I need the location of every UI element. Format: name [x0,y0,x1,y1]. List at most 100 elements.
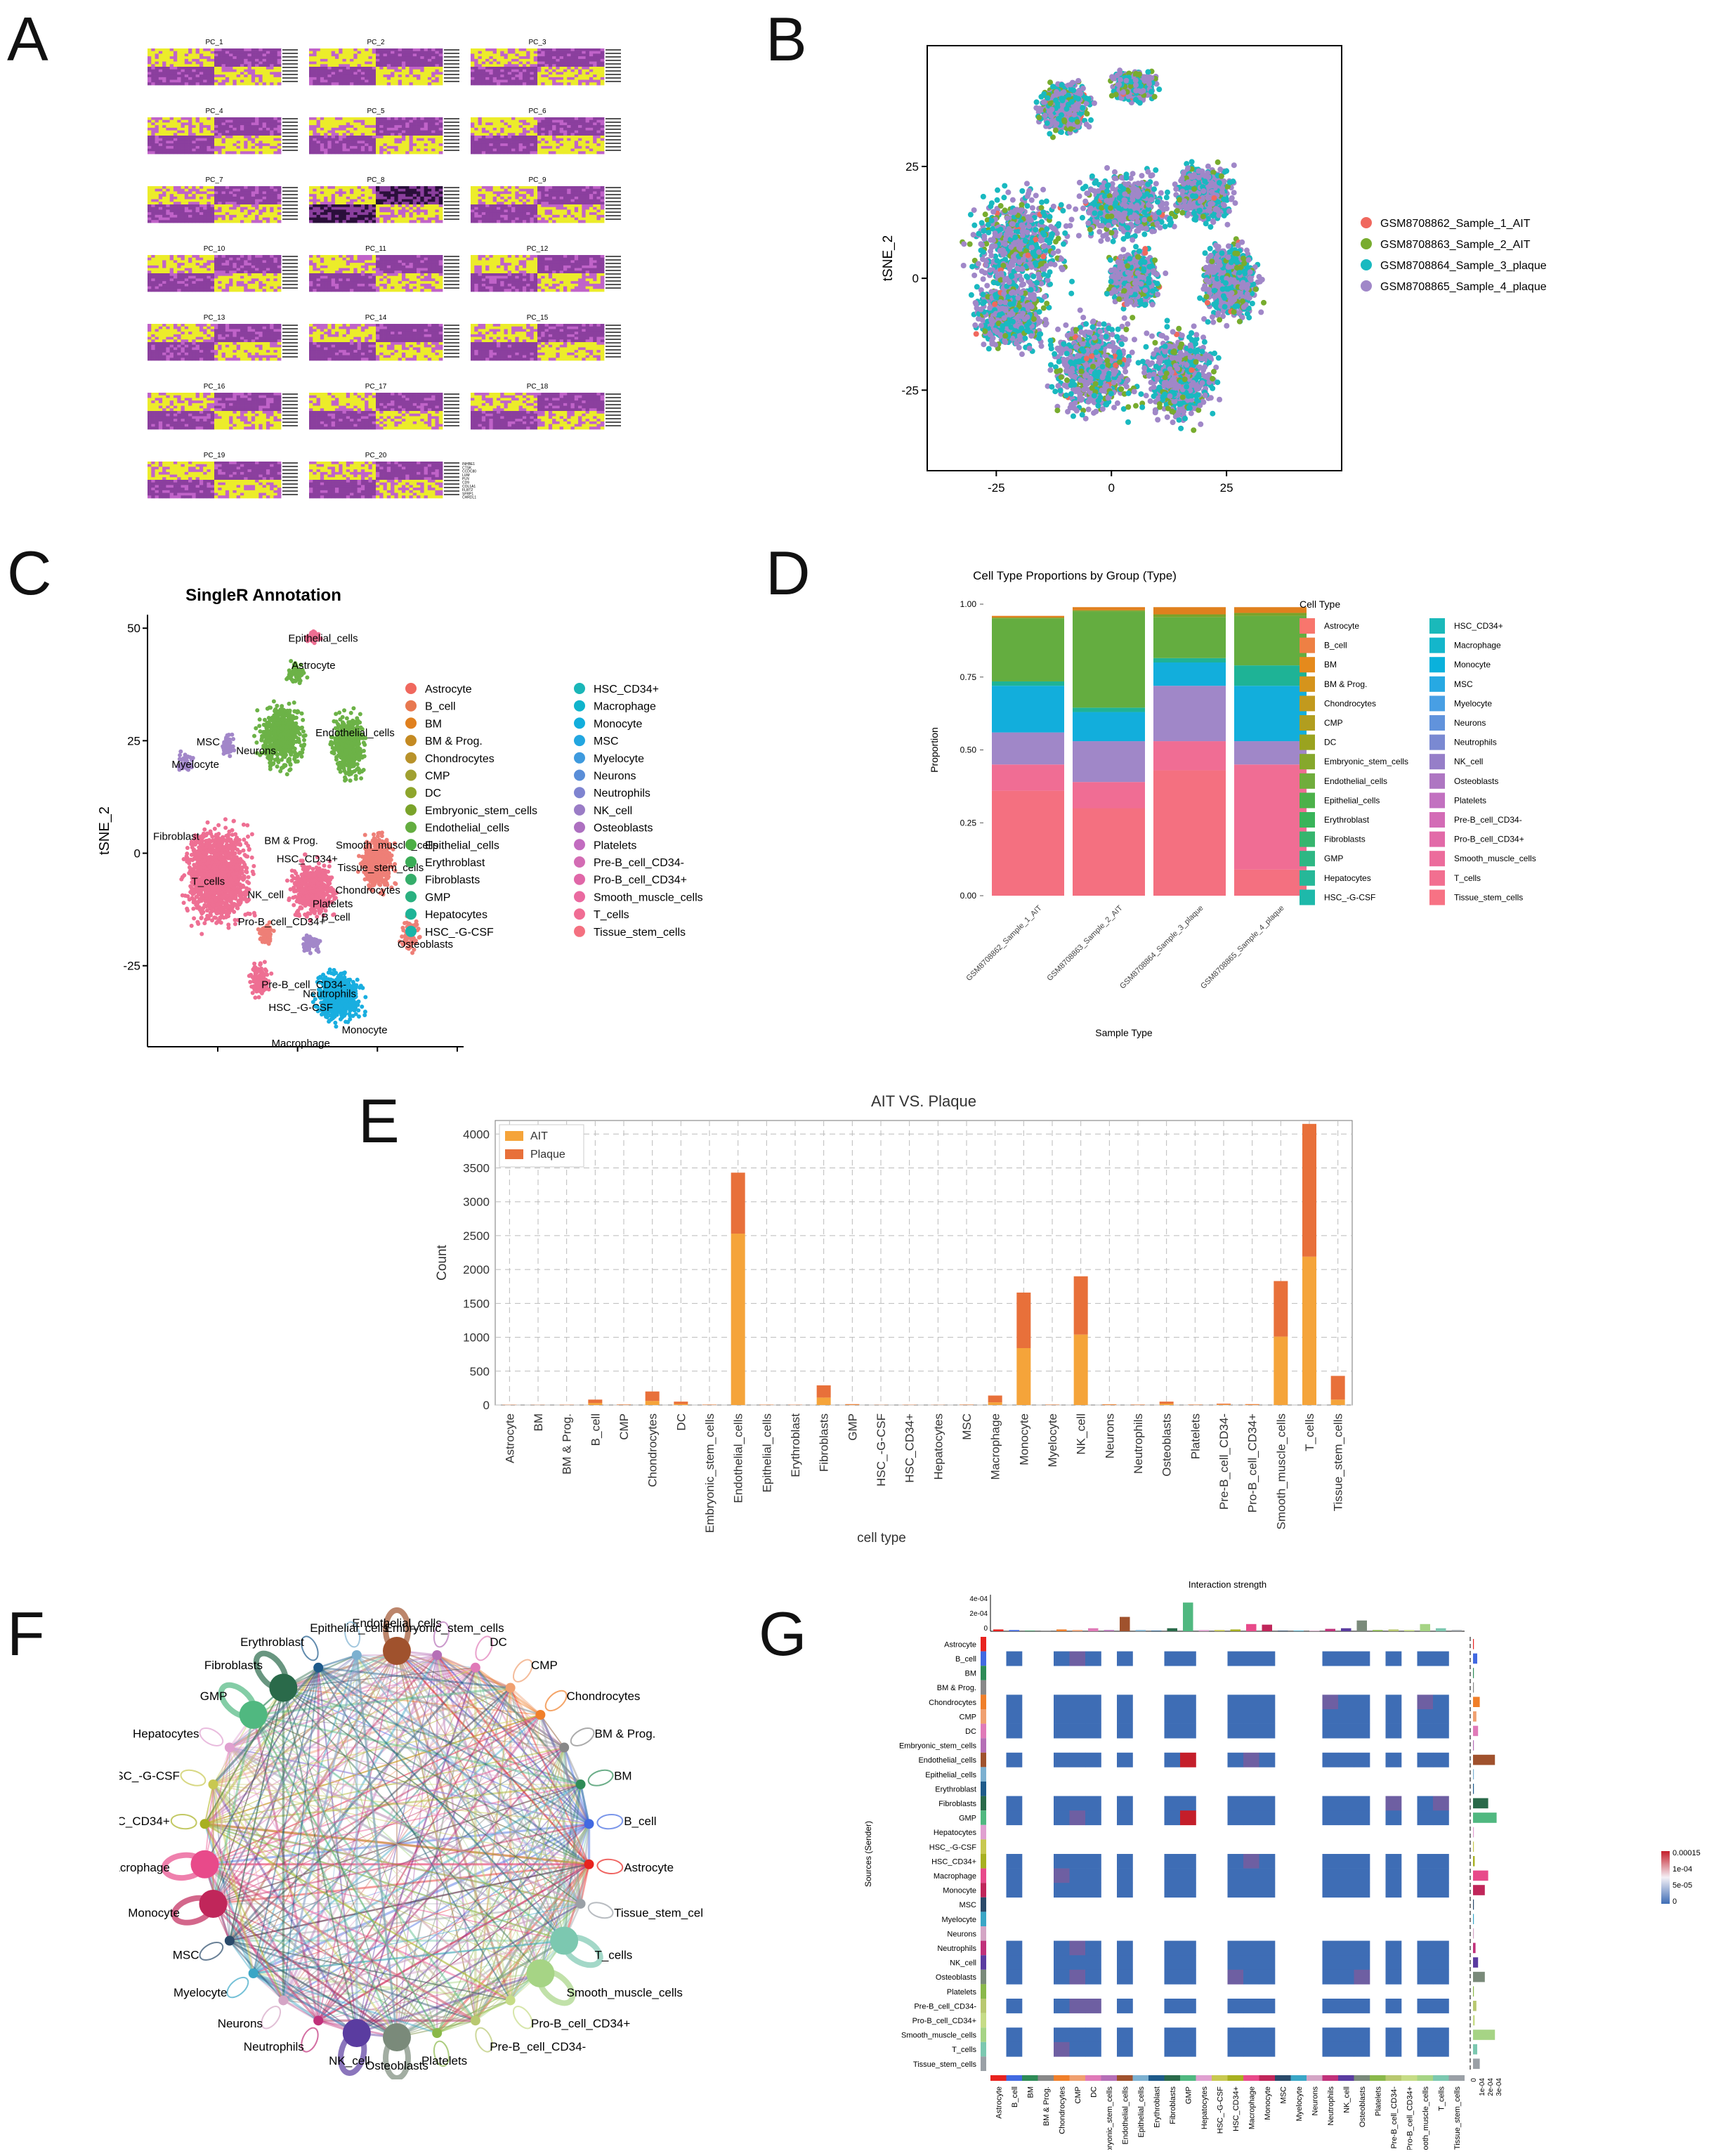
heat-cell [405,127,410,131]
heat-cell [169,194,174,197]
heat-cell [504,51,509,54]
heat-cell [417,133,421,136]
heat-cell [192,186,197,190]
heat-cell [331,151,336,155]
heat-cell [417,56,421,60]
heat-cell [327,136,332,139]
heat-cell [233,79,237,83]
heat-cell [353,48,358,52]
heat-cell [221,263,226,266]
heat-cell [500,199,504,202]
heat-cell [339,122,343,126]
heat-cell [420,119,425,123]
heat-cell [255,207,259,210]
heat-cell [151,138,155,141]
heat-cell [379,186,384,190]
heat-cell [181,263,185,266]
heat-cell [504,220,509,223]
heat-cell [320,212,325,216]
heat-cell [435,141,440,144]
heat-cell [258,61,263,65]
heat-cell [255,255,259,259]
heat-cell [386,199,391,202]
heat-cell [266,270,270,274]
heat-cell [570,209,575,213]
heat-cell [207,67,211,70]
heat-cell [184,209,189,213]
heat-cell [162,209,166,213]
heat-cell [251,145,256,149]
heat-cell [184,133,189,136]
heat-cell [496,51,501,54]
heat-cell [166,268,171,271]
heat-cell [353,196,358,200]
heat-cell [169,204,174,208]
heat-cell [530,48,535,52]
heat-cell [199,127,204,131]
heat-cell [350,214,354,218]
heat-cell [225,188,230,192]
heat-cell [511,202,516,205]
heat-cell [582,151,587,155]
heat-cell [394,72,399,75]
heat-cell [169,217,174,221]
heat-cell [240,119,244,123]
heat-cell [324,64,328,67]
heat-cell [559,188,564,192]
heat-cell [181,141,185,144]
heat-cell [162,265,166,268]
heat-cell [431,148,436,152]
heat-cell [515,61,520,65]
heat-cell [574,61,579,65]
heat-cell [582,191,587,195]
heat-cell [522,214,527,218]
heat-cell [155,191,159,195]
heat-cell [166,79,171,83]
heat-cell [350,51,354,54]
heat-cell [515,79,520,83]
heat-cell [574,188,579,192]
heat-cell [210,74,215,78]
heat-cell [559,133,564,136]
gene-label-stack [606,187,621,220]
heat-cell [489,79,494,83]
heat-cell [368,77,373,80]
heat-cell [229,217,233,221]
heat-cell [511,212,516,216]
heat-cell [522,125,527,129]
heat-cell [474,64,478,67]
heat-cell [151,260,155,263]
heat-cell [247,265,252,268]
heat-cell [500,194,504,197]
heat-cell [247,275,252,279]
heat-cell [567,207,571,210]
heat-cell [401,53,406,57]
heat-cell [552,145,556,149]
heat-cell [273,191,278,195]
heat-cell [195,136,200,139]
heat-cell [570,136,575,139]
heat-cell [360,127,365,131]
heat-cell [214,53,218,57]
heat-cell [324,138,328,141]
heat-cell [166,204,171,208]
heat-cell [409,67,414,70]
heat-cell [530,207,535,210]
heat-cell [339,133,343,136]
heat-cell [471,58,475,62]
heat-cell [489,186,494,190]
heat-cell [229,191,233,195]
heat-cell [552,202,556,205]
heat-cell [507,56,512,60]
heat-cell [522,77,527,80]
heat-cell [582,204,587,208]
heat-cell [383,79,388,83]
heat-cell [600,220,605,223]
heat-cell [207,130,211,133]
heat-cell [360,67,365,70]
gene-tick [444,125,459,126]
heat-cell [438,117,443,121]
heat-cell [405,209,410,213]
heat-cell [277,263,282,266]
heat-cell [526,127,530,131]
